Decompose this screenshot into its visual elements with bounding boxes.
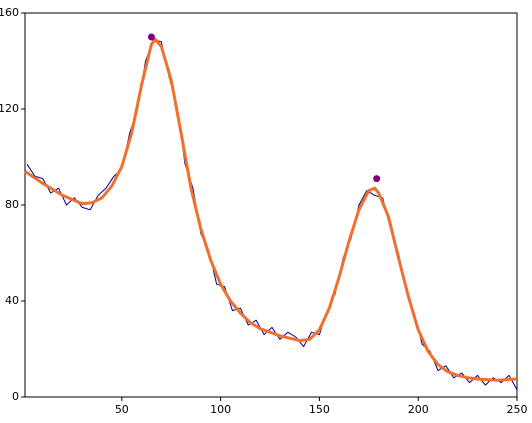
data-line [26, 38, 518, 391]
x-tick-label: 250 [507, 403, 528, 416]
y-tick-label: 80 [5, 198, 19, 211]
x-tick-label: 150 [309, 403, 330, 416]
y-tick-label: 40 [5, 294, 19, 307]
y-tick-label: 160 [0, 6, 19, 19]
y-tick-label: 0 [12, 390, 19, 403]
peak-marker [147, 33, 155, 41]
x-tick-label: 50 [115, 403, 129, 416]
y-tick-label: 120 [0, 102, 19, 115]
data-line [24, 37, 518, 382]
x-tick-label: 100 [210, 403, 231, 416]
x-tick-label: 200 [408, 403, 429, 416]
plot-frame [24, 12, 518, 398]
peak-marker [373, 175, 381, 183]
